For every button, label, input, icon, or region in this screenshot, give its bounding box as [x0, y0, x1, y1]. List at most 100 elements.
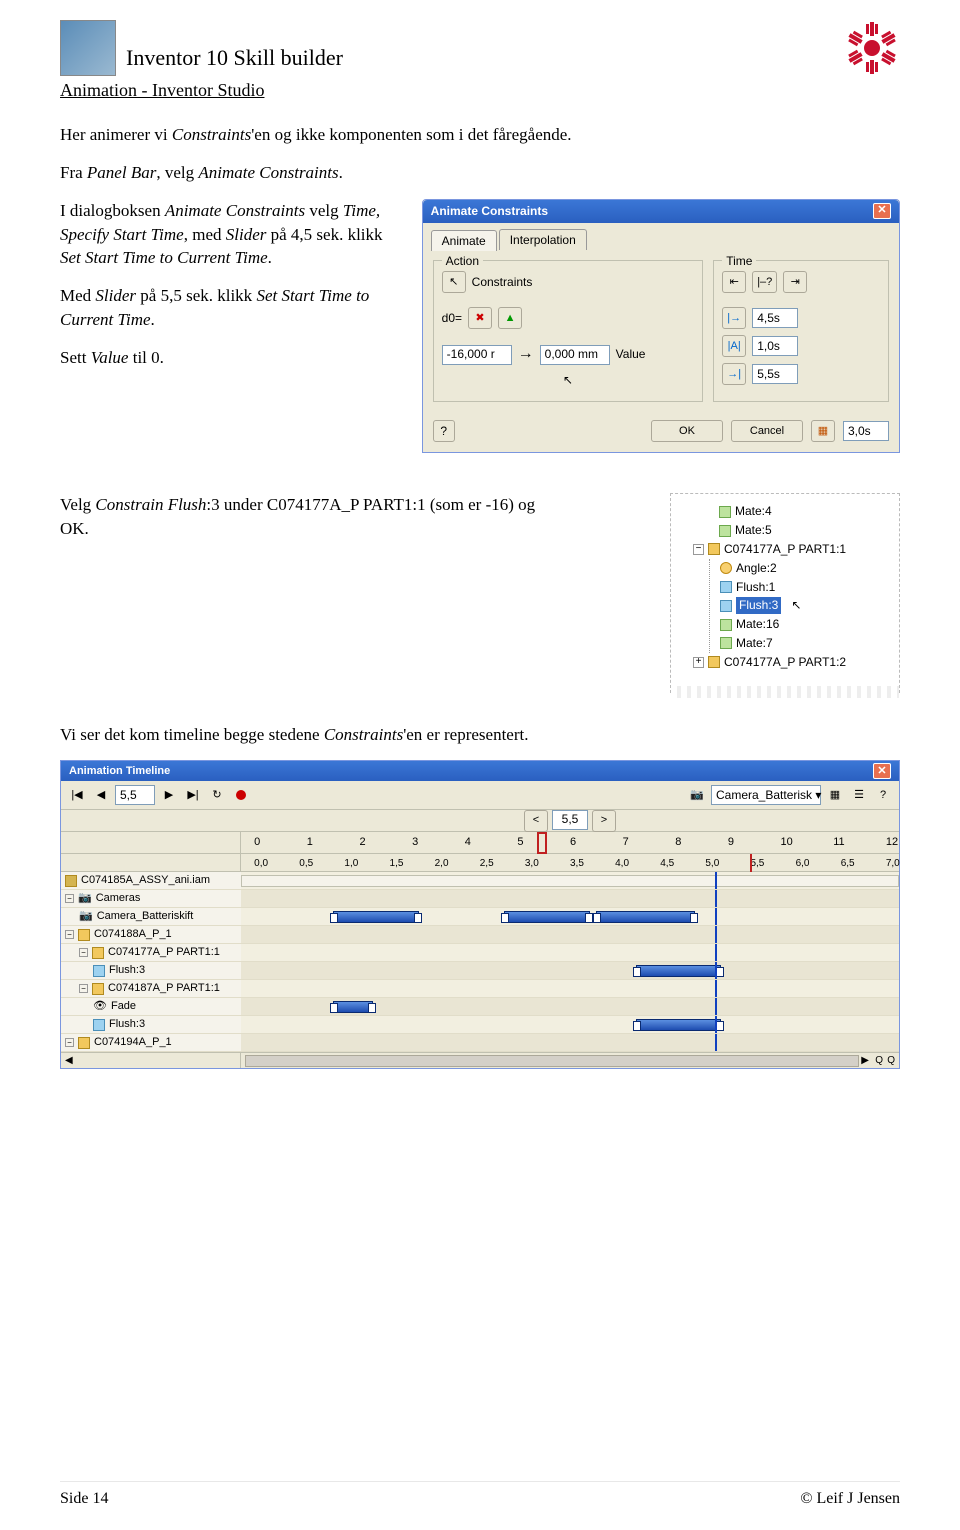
ruler-major[interactable]: 0123456789101112 [241, 832, 899, 854]
collapse-icon[interactable]: − [79, 984, 88, 993]
goto-end-icon[interactable]: ▶| [183, 786, 203, 804]
clip-handle-right[interactable] [368, 1003, 376, 1013]
track-area[interactable] [241, 1034, 899, 1051]
track-area[interactable] [241, 1016, 899, 1033]
clip[interactable] [333, 1001, 372, 1013]
close-icon[interactable]: ✕ [873, 203, 891, 219]
tab-animate[interactable]: Animate [431, 230, 497, 252]
add-constraint-icon[interactable]: ▲ [498, 307, 522, 329]
collapse-icon[interactable]: − [65, 894, 74, 903]
track-area[interactable] [241, 980, 899, 997]
clip[interactable] [504, 911, 590, 923]
time-mode-c-icon[interactable]: ⇥ [783, 271, 807, 293]
cancel-button[interactable]: Cancel [731, 420, 803, 442]
tree-item[interactable]: + C074177A_P PART1:2 [693, 653, 891, 672]
track-area[interactable] [241, 998, 899, 1015]
clip[interactable] [333, 911, 419, 923]
scrollbar-thumb[interactable] [245, 1055, 859, 1067]
prev-frame-icon[interactable]: ◀ [91, 786, 111, 804]
help-icon[interactable]: ? [873, 786, 893, 804]
clip-handle-right[interactable] [716, 1021, 724, 1031]
zoom-in-icon[interactable]: Q [887, 1054, 895, 1068]
track-label[interactable]: C074185A_ASSY_ani.iam [61, 872, 241, 889]
start-time-input[interactable]: 4,5s [752, 308, 798, 328]
clip[interactable] [636, 965, 722, 977]
options-icon[interactable]: ▦ [825, 786, 845, 804]
nav-left-icon[interactable]: < [524, 810, 548, 832]
mate-icon [719, 525, 731, 537]
playhead-marker[interactable] [537, 832, 547, 854]
collapse-icon[interactable]: − [65, 930, 74, 939]
clip-handle-right[interactable] [585, 913, 593, 923]
clip-handle-left[interactable] [633, 967, 641, 977]
settings-icon[interactable]: ☰ [849, 786, 869, 804]
collapse-icon[interactable]: − [65, 1038, 74, 1047]
zoom-out-icon[interactable]: Q [875, 1054, 883, 1068]
current-time-input[interactable]: 5,5 [115, 785, 155, 805]
ruler-minor[interactable]: 0,00,51,01,52,02,53,03,54,04,55,05,56,06… [241, 854, 899, 872]
clip[interactable] [636, 1019, 722, 1031]
set-start-icon[interactable]: |→ [722, 307, 746, 329]
clip-handle-left[interactable] [593, 913, 601, 923]
track-area[interactable] [241, 926, 899, 943]
tree-item[interactable]: Mate:16 [720, 615, 891, 634]
total-duration-input[interactable]: 3,0s [843, 421, 889, 441]
track-label[interactable]: −C074187A_P PART1:1 [61, 980, 241, 997]
clip-handle-left[interactable] [330, 913, 338, 923]
track-label[interactable]: Flush:3 [61, 962, 241, 979]
set-duration-icon[interactable]: |A| [722, 335, 746, 357]
close-icon[interactable]: ✕ [873, 763, 891, 779]
nav-right-icon[interactable]: > [592, 810, 616, 832]
track-area[interactable] [241, 890, 899, 907]
goto-start-icon[interactable]: |◀ [67, 786, 87, 804]
tree-item[interactable]: Mate:7 [720, 634, 891, 653]
scroll-left-icon[interactable]: ◀ [65, 1054, 73, 1068]
play-icon[interactable]: ▶ [159, 786, 179, 804]
clip-handle-left[interactable] [501, 913, 509, 923]
clip-handle-right[interactable] [690, 913, 698, 923]
track-label[interactable]: −C074194A_P_1 [61, 1034, 241, 1051]
track-area[interactable] [241, 872, 899, 889]
time-mode-b-icon[interactable]: |‒? [752, 271, 777, 293]
end-time-input[interactable]: 5,5s [752, 364, 798, 384]
track-label[interactable]: −C074177A_P PART1:1 [61, 944, 241, 961]
clip-handle-left[interactable] [330, 1003, 338, 1013]
track-label[interactable]: 👁Fade [61, 998, 241, 1015]
track-area[interactable] [241, 944, 899, 961]
value-start-input[interactable]: -16,000 r [442, 345, 512, 365]
tree-item[interactable]: Flush:1 [720, 578, 891, 597]
value-end-input[interactable]: 0,000 mm [540, 345, 610, 365]
expand-icon[interactable]: + [693, 657, 704, 668]
tree-item-selected[interactable]: Flush:3↖ [720, 596, 891, 615]
tab-interpolation[interactable]: Interpolation [499, 229, 587, 251]
tree-item[interactable]: − C074177A_P PART1:1 [693, 540, 891, 559]
clip[interactable] [596, 911, 695, 923]
scroll-right-icon[interactable]: ▶ [861, 1054, 869, 1068]
set-end-icon[interactable]: →| [722, 363, 746, 385]
help-icon[interactable]: ? [433, 420, 455, 442]
tree-item[interactable]: Mate:5 [719, 521, 891, 540]
clip-handle-left[interactable] [633, 1021, 641, 1031]
camera-icon[interactable]: 📷 [687, 786, 707, 804]
track-label[interactable]: 📷Camera_Batteriskift [61, 908, 241, 925]
ok-button[interactable]: OK [651, 420, 723, 442]
tree-item[interactable]: Angle:2 [720, 559, 891, 578]
track-label[interactable]: −C074188A_P_1 [61, 926, 241, 943]
collapse-icon[interactable]: − [79, 948, 88, 957]
time-mode-a-icon[interactable]: ⇤ [722, 271, 746, 293]
track-label[interactable]: −📷Cameras [61, 890, 241, 907]
expand-icon[interactable]: ▦ [811, 420, 835, 442]
loop-icon[interactable]: ↻ [207, 786, 227, 804]
duration-input[interactable]: 1,0s [752, 336, 798, 356]
camera-select[interactable]: Camera_Batterisk ▾ [711, 785, 821, 805]
clip-handle-right[interactable] [414, 913, 422, 923]
delete-constraint-icon[interactable]: ✖ [468, 307, 492, 329]
clip-handle-right[interactable] [716, 967, 724, 977]
track-area[interactable] [241, 962, 899, 979]
tree-item[interactable]: Mate:4 [719, 502, 891, 521]
record-icon[interactable] [231, 786, 251, 804]
track-label[interactable]: Flush:3 [61, 1016, 241, 1033]
collapse-icon[interactable]: − [693, 544, 704, 555]
pointer-icon[interactable]: ↖ [442, 271, 466, 293]
track-area[interactable] [241, 908, 899, 925]
